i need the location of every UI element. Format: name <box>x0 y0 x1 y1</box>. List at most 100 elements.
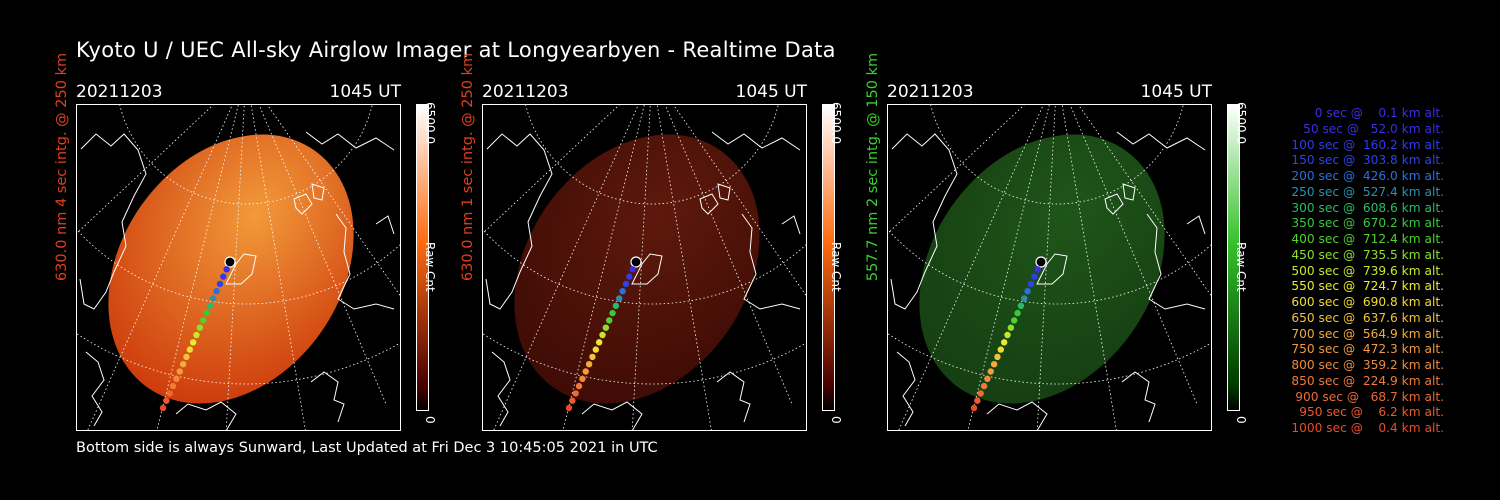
trajectory-point <box>183 353 190 361</box>
trajectory-point <box>619 288 626 295</box>
coastline <box>717 183 731 201</box>
trajectory-point <box>582 368 589 375</box>
trajectory-point <box>612 302 620 309</box>
trajectory-point <box>1004 331 1011 339</box>
meridian-line <box>482 104 621 235</box>
allsky-map <box>76 104 401 431</box>
legend-row: 300 sec @ 608.6 km alt. <box>1291 200 1444 215</box>
trajectory-point <box>630 256 642 268</box>
allsky-map <box>887 104 1212 431</box>
panel-630-4sec: 20211203 1045 UT 630.0 nm 4 sec intg. @ … <box>54 53 476 432</box>
trajectory-point <box>1035 256 1047 268</box>
trajectory-point <box>579 375 586 382</box>
colorbar-min-label: 0 <box>829 416 843 424</box>
meridian-line <box>266 104 401 298</box>
meridian-line <box>86 104 234 431</box>
trajectory-point <box>1031 273 1038 280</box>
trajectory-point <box>592 346 599 353</box>
coastline <box>896 351 916 427</box>
trajectory-point <box>1000 339 1008 346</box>
legend-row: 250 sec @ 527.4 km alt. <box>1291 184 1444 199</box>
legend-row: 1000 sec @ 0.4 km alt. <box>1291 421 1444 435</box>
panel-ylabel: 630.0 nm 4 sec intg. @ 250 km <box>54 52 70 282</box>
panel-date: 20211203 <box>76 82 163 102</box>
trajectory-point <box>206 302 214 309</box>
legend-row: 600 sec @ 690.8 km alt. <box>1291 295 1444 309</box>
panel-ylabel: 557.7 nm 2 sec intg. @ 150 km <box>865 52 881 282</box>
trajectory-point <box>203 309 210 317</box>
legend-row: 750 sec @ 472.3 km alt. <box>1291 342 1444 357</box>
legend-row: 900 sec @ 68.7 km alt. <box>1295 389 1444 404</box>
colorbar-max-label: 6500.0 <box>1234 102 1248 144</box>
trajectory-point <box>609 309 616 317</box>
legend-row: 50 sec @ 52.0 km alt. <box>1303 121 1444 136</box>
trajectory-point <box>166 390 173 397</box>
coastline <box>175 401 237 431</box>
legend-row: 650 sec @ 637.6 km alt. <box>1291 310 1444 325</box>
trajectory-point <box>984 375 991 382</box>
meridian-line <box>76 104 215 235</box>
trajectory-point <box>980 382 988 390</box>
panel-date: 20211203 <box>887 82 974 102</box>
colorbar-min-label: 0 <box>1234 416 1248 424</box>
legend-row: 150 sec @ 303.8 km alt. <box>1291 153 1444 168</box>
legend-row: 800 sec @ 359.2 km alt. <box>1291 358 1444 372</box>
panel-time: 1045 UT <box>329 82 402 102</box>
trajectory-point <box>200 317 207 324</box>
altitude-legend: 0 sec @ 0.1 km alt. 50 sec @ 52.0 km alt.… <box>1262 106 1444 437</box>
coastline <box>1116 131 1206 151</box>
trajectory-point <box>994 353 1001 361</box>
meridian-line <box>672 104 807 298</box>
legend-row: 400 sec @ 712.4 km alt. <box>1291 232 1444 246</box>
trajectory-point <box>622 280 630 288</box>
panel-date: 20211203 <box>482 82 569 102</box>
meridian-line <box>1061 104 1117 431</box>
trajectory-point <box>210 295 217 302</box>
colorbar <box>1227 104 1240 411</box>
coastline <box>1122 183 1136 201</box>
colorbar-max-label: 6500.0 <box>829 102 843 144</box>
trajectory-point <box>196 324 204 331</box>
coastline <box>631 253 663 285</box>
trajectory-point <box>223 266 230 273</box>
panel-557-2sec: 20211203 1045 UT 557.7 nm 2 sec intg. @ … <box>865 53 1287 432</box>
trajectory-point <box>970 404 978 412</box>
trajectory-point <box>213 288 220 295</box>
coastline <box>305 131 395 151</box>
coastline <box>1121 371 1156 423</box>
coastline <box>716 371 751 423</box>
meridian-line <box>897 104 1045 431</box>
panel-time: 1045 UT <box>1140 82 1213 102</box>
map-frame <box>76 104 401 431</box>
legend-row: 100 sec @ 160.2 km alt. <box>1291 137 1444 152</box>
coastline <box>311 183 325 201</box>
meridian-line <box>887 104 1026 235</box>
coastline <box>1186 215 1206 235</box>
trajectory-point <box>1014 309 1021 317</box>
trajectory-point <box>1021 295 1028 302</box>
trajectory-point <box>169 382 177 390</box>
trajectory-point <box>1007 324 1015 331</box>
latitude-circle <box>482 228 807 305</box>
trajectory-point <box>575 382 583 390</box>
colorbar <box>416 104 429 411</box>
meridian-line <box>967 104 1050 431</box>
airglow-image <box>108 134 354 404</box>
trajectory-point <box>572 390 579 397</box>
trajectory-point <box>585 361 593 368</box>
trajectory-point <box>595 339 603 346</box>
meridian-line <box>250 104 306 431</box>
trajectory-point <box>224 256 236 268</box>
coastline <box>85 351 105 427</box>
trajectory-point <box>599 331 606 339</box>
trajectory-point <box>176 368 183 375</box>
trajectory-point <box>179 361 187 368</box>
trajectory-point <box>1027 280 1035 288</box>
trajectory-point <box>997 346 1004 353</box>
latitude-circle <box>119 104 373 205</box>
coastline <box>491 351 511 427</box>
coastline <box>375 215 395 235</box>
colorbar-unit-label: Raw Cnt <box>423 242 437 292</box>
page-title: Kyoto U / UEC All-sky Airglow Imager at … <box>76 38 836 62</box>
map-frame <box>482 104 807 431</box>
